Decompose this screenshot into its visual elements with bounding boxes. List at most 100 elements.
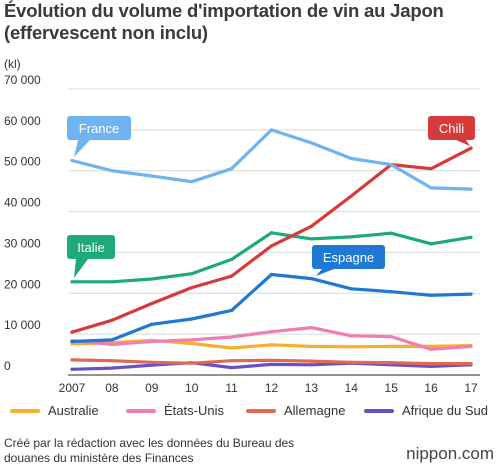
data-point	[190, 285, 194, 290]
callout-pointer	[316, 269, 334, 276]
y-tick-label: 10 000	[4, 318, 41, 332]
callout-pointer	[456, 140, 470, 146]
data-point	[429, 344, 433, 348]
data-point	[70, 358, 74, 362]
callout-label-chili: Chili	[439, 121, 464, 136]
data-point	[309, 276, 313, 281]
data-point	[150, 360, 154, 364]
x-tick-label: 11	[225, 381, 238, 395]
callout-pointer	[74, 140, 90, 157]
data-point	[190, 180, 194, 184]
callout-box	[67, 116, 131, 140]
legend-label-allemagne: Allemagne	[284, 403, 346, 418]
data-point	[230, 257, 234, 261]
data-point	[389, 231, 393, 235]
x-tick-label: 08	[105, 381, 119, 395]
legend-label-afrique-du-sud: Afrique du Sud	[402, 403, 489, 418]
data-point	[190, 272, 194, 276]
callout-france: France	[67, 116, 131, 157]
data-point	[389, 334, 393, 339]
callout-label-italie: Italie	[77, 240, 104, 255]
data-point	[110, 359, 114, 363]
y-tick-label: 50 000	[4, 155, 41, 169]
source-note: Créé par la rédaction avec les données d…	[4, 436, 294, 466]
data-point	[230, 274, 234, 278]
callout-box	[428, 116, 475, 140]
data-point	[469, 187, 473, 191]
data-point	[309, 359, 313, 363]
data-point	[70, 339, 74, 344]
data-point	[70, 280, 74, 284]
data-point	[429, 293, 433, 297]
data-point	[70, 342, 74, 346]
data-point	[269, 231, 274, 235]
x-tick-label: 15	[385, 381, 399, 395]
source-note-line2: douanes du ministère des Finances	[4, 451, 194, 465]
data-point	[150, 322, 154, 326]
data-point	[269, 343, 274, 347]
data-point	[469, 235, 473, 239]
x-tick-label: 14	[345, 381, 359, 395]
data-point	[110, 342, 114, 346]
data-point	[349, 235, 353, 239]
data-point	[349, 287, 353, 291]
callout-pointer	[74, 259, 88, 278]
data-point	[389, 361, 393, 365]
data-point	[230, 359, 234, 363]
data-point	[429, 347, 433, 351]
data-point	[349, 334, 353, 338]
data-point	[429, 361, 433, 366]
chart-title-line2: (effervescent non inclu)	[4, 22, 208, 43]
x-tick-label: 13	[305, 381, 319, 395]
legend-swatch-etats-unis	[126, 408, 156, 413]
data-point	[230, 167, 234, 171]
x-tick-label: 2007	[59, 381, 86, 395]
data-point	[269, 272, 274, 277]
data-point	[349, 360, 353, 364]
data-point	[469, 344, 473, 348]
data-point	[309, 363, 313, 367]
x-tick-label: 12	[265, 381, 279, 395]
data-point	[110, 318, 114, 322]
brand-label: nippon.com	[406, 444, 494, 463]
legend-swatch-afrique-du-sud	[364, 408, 394, 413]
data-point	[469, 292, 473, 296]
data-point	[269, 330, 274, 334]
data-point	[429, 364, 433, 369]
data-point	[70, 367, 74, 371]
data-point	[309, 237, 313, 241]
y-tick-label: 0	[4, 359, 11, 373]
data-point	[389, 344, 393, 348]
data-point	[469, 361, 473, 366]
data-point	[349, 156, 353, 161]
line-chart: 0 10 000 20 000 30 000 40 000 50 000 60 000 70 …	[4, 73, 480, 395]
data-point	[389, 290, 393, 294]
y-tick-label: 20 000	[4, 277, 41, 291]
data-point	[269, 244, 274, 248]
data-point	[469, 146, 473, 150]
callout-italie: Italie	[67, 235, 115, 278]
series-line-france	[70, 128, 473, 191]
data-point	[309, 224, 313, 228]
data-point	[269, 128, 274, 132]
data-point	[190, 338, 194, 342]
callout-box	[67, 235, 115, 259]
callout-chili: Chili	[428, 116, 475, 146]
legend-swatch-australie	[10, 408, 40, 413]
data-point	[110, 366, 114, 370]
brand-logo: nippon.com	[406, 444, 494, 464]
callout-label-espagne: Espagne	[323, 250, 374, 265]
x-tick-label: 10	[185, 381, 199, 395]
legend-label-etats-unis: États-Unis	[164, 403, 224, 418]
y-tick-label: 40 000	[4, 196, 41, 210]
data-point	[230, 308, 234, 313]
data-point	[429, 186, 433, 190]
data-point	[309, 141, 313, 145]
chart-title-line1: Évolution du volume d'importation de vin…	[4, 0, 444, 21]
data-point	[309, 326, 313, 330]
data-point	[269, 358, 274, 362]
data-point	[230, 346, 234, 350]
data-point	[150, 174, 154, 178]
data-point	[389, 162, 393, 167]
x-tick-label: 16	[424, 381, 438, 395]
